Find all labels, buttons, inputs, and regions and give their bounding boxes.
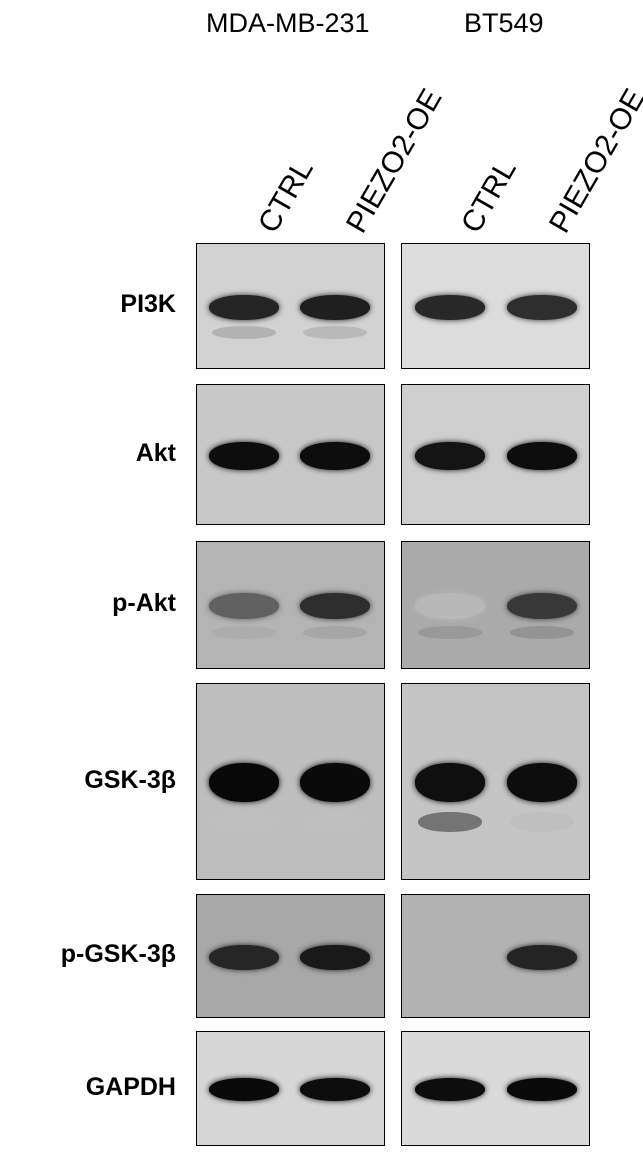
- row-label: GAPDH: [85, 1072, 176, 1101]
- cell-line-label-bt549: BT549: [464, 8, 544, 38]
- protein-band: [300, 441, 370, 470]
- blot-panel: [196, 683, 385, 880]
- lane-label-4: PIEZO2-OE: [543, 83, 643, 239]
- protein-band: [300, 294, 370, 320]
- lane-label-2: PIEZO2-OE: [340, 83, 449, 239]
- protein-band: [507, 441, 577, 470]
- protein-band: [415, 441, 485, 470]
- blot-panel: [401, 1031, 590, 1146]
- blot-panel: [196, 894, 385, 1018]
- protein-band: [415, 294, 485, 320]
- blot-panel: [401, 243, 590, 369]
- row-label: GSK-3β: [84, 765, 176, 794]
- faint-band: [418, 811, 482, 832]
- protein-band: [300, 763, 370, 802]
- protein-band: [415, 763, 485, 802]
- protein-band: [209, 944, 279, 970]
- faint-band: [510, 811, 574, 832]
- protein-band: [507, 944, 577, 970]
- row-label: p-Akt: [112, 589, 176, 617]
- cell-line-label-mda-mb-231: MDA-MB-231: [206, 8, 370, 38]
- protein-band: [507, 763, 577, 802]
- faint-band: [510, 625, 574, 639]
- protein-band: [209, 1078, 279, 1101]
- protein-band: [415, 1078, 485, 1101]
- row-label: p-GSK-3β: [60, 940, 176, 968]
- protein-band: [415, 593, 485, 619]
- blot-panel: [401, 541, 590, 669]
- protein-band: [300, 944, 370, 970]
- protein-band: [415, 944, 485, 970]
- faint-band: [212, 625, 276, 639]
- blot-panel: [196, 541, 385, 669]
- faint-band: [212, 325, 276, 339]
- blot-panel: [196, 243, 385, 369]
- protein-band: [507, 294, 577, 320]
- protein-band: [300, 593, 370, 619]
- row-label: PI3K: [120, 290, 176, 318]
- protein-band: [209, 441, 279, 470]
- faint-band: [303, 811, 367, 832]
- blot-panel: [401, 894, 590, 1018]
- protein-band: [209, 593, 279, 619]
- row-label: Akt: [135, 438, 176, 467]
- protein-band: [209, 294, 279, 320]
- protein-band: [300, 1078, 370, 1101]
- faint-band: [303, 325, 367, 339]
- blot-panel: [401, 384, 590, 525]
- faint-band: [418, 625, 482, 639]
- blot-panel: [196, 384, 385, 525]
- blot-panel: [401, 683, 590, 880]
- blot-panel: [196, 1031, 385, 1146]
- lane-label-3: CTRL: [455, 154, 523, 239]
- faint-band: [212, 811, 276, 832]
- protein-band: [507, 1078, 577, 1101]
- faint-band: [303, 625, 367, 639]
- protein-band: [507, 593, 577, 619]
- lane-label-1: CTRL: [252, 154, 320, 239]
- protein-band: [209, 763, 279, 802]
